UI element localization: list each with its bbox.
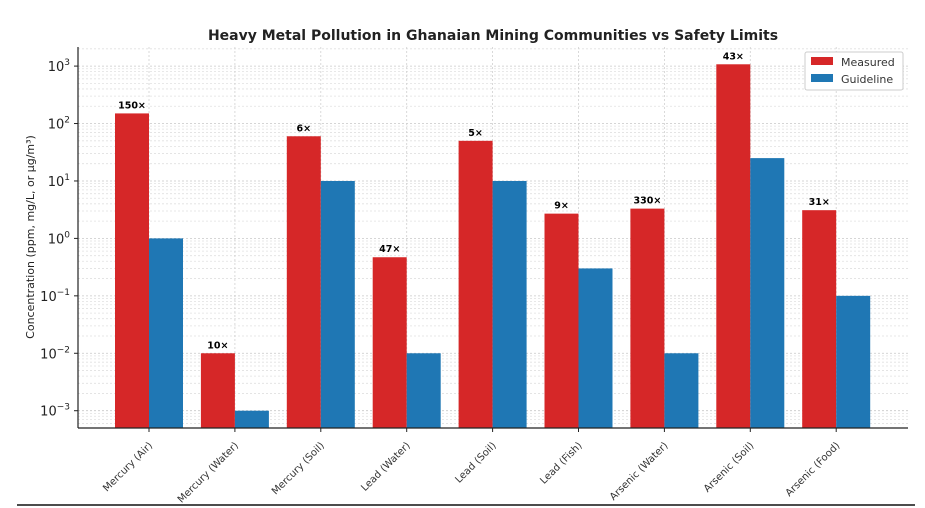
legend[interactable]: Measured Guideline bbox=[804, 51, 904, 91]
bars: 150× 10× 6× 47× 5× 9× 330× 43× 31× bbox=[115, 51, 871, 429]
bar-measured bbox=[115, 113, 149, 428]
bar-measured bbox=[544, 213, 579, 428]
y-tick-label: 103 bbox=[48, 58, 70, 75]
bar-guideline bbox=[578, 268, 613, 428]
x-tick-label: Mercury (Water) bbox=[176, 440, 241, 505]
bar-measured bbox=[802, 210, 837, 428]
legend-label-measured: Measured bbox=[841, 56, 895, 69]
bar-guideline bbox=[750, 158, 785, 429]
data-label: 5× bbox=[468, 128, 483, 139]
data-label: 9× bbox=[554, 201, 569, 212]
y-tick-label: 100 bbox=[48, 230, 71, 247]
bar-guideline bbox=[234, 410, 269, 428]
bar-guideline bbox=[320, 180, 355, 428]
y-axis-label: Concentration (ppm, mg/L, or µg/m³) bbox=[24, 135, 37, 339]
x-tick-label: Mercury (Air) bbox=[101, 440, 155, 494]
bar-measured bbox=[286, 136, 321, 428]
y-tick-label: 10−1 bbox=[40, 288, 70, 305]
x-tick-label: Lead (Soil) bbox=[453, 440, 498, 485]
chart-title: Heavy Metal Pollution in Ghanaian Mining… bbox=[208, 28, 778, 44]
data-label: 150× bbox=[118, 100, 146, 111]
bar-measured bbox=[716, 64, 751, 428]
data-label: 6× bbox=[297, 123, 312, 134]
bar-guideline bbox=[492, 180, 527, 428]
bar-guideline bbox=[664, 353, 699, 428]
legend-swatch-measured bbox=[811, 57, 833, 65]
bar-measured bbox=[630, 208, 665, 428]
legend-swatch-guideline bbox=[811, 74, 833, 82]
x-tick-label: Arsenic (Water) bbox=[608, 440, 671, 503]
data-label: 31× bbox=[809, 197, 830, 208]
x-tick-label: Lead (Water) bbox=[359, 440, 413, 494]
legend-label-guideline: Guideline bbox=[841, 73, 893, 86]
bar-guideline bbox=[836, 295, 871, 428]
bar-measured bbox=[200, 353, 235, 428]
bar-measured bbox=[372, 257, 407, 428]
bar-guideline bbox=[406, 353, 441, 428]
y-tick-label: 10−3 bbox=[40, 403, 70, 420]
bar-guideline bbox=[149, 238, 183, 428]
x-tick-label: Arsenic (Soil) bbox=[702, 440, 756, 494]
data-label: 10× bbox=[207, 340, 228, 351]
data-label: 43× bbox=[723, 51, 744, 62]
data-label: 330× bbox=[634, 196, 662, 207]
x-tick-label: Arsenic (Food) bbox=[784, 440, 843, 499]
data-label: 47× bbox=[379, 244, 400, 255]
y-tick-label: 10−2 bbox=[40, 345, 70, 362]
y-tick-label: 101 bbox=[48, 173, 70, 190]
x-tick-label: Mercury (Soil) bbox=[270, 440, 327, 497]
y-tick-label: 102 bbox=[48, 116, 70, 133]
bar-measured bbox=[458, 140, 493, 428]
x-tick-label: Lead (Fish) bbox=[538, 440, 584, 486]
